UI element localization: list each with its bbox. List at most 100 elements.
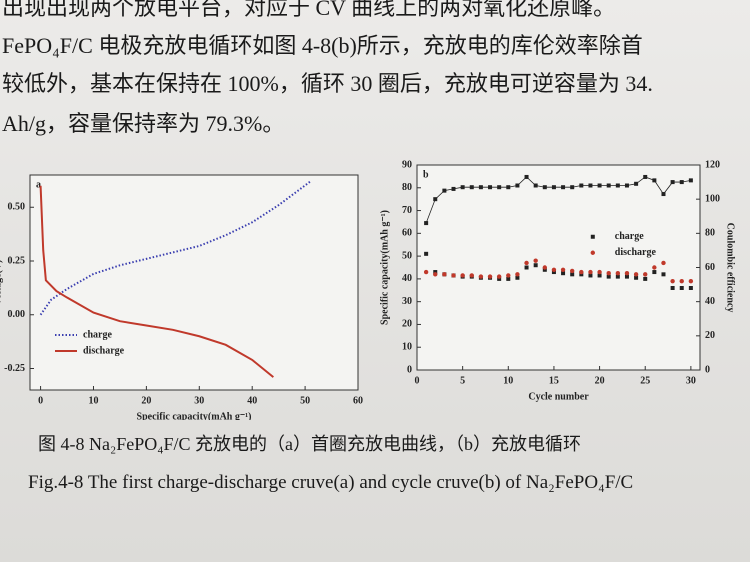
point <box>497 185 502 190</box>
point <box>570 272 575 277</box>
point <box>515 275 520 280</box>
point <box>688 278 694 284</box>
point <box>542 185 547 190</box>
point <box>542 265 548 270</box>
point <box>506 276 511 281</box>
point <box>424 221 429 226</box>
point <box>606 270 611 276</box>
point <box>615 274 620 279</box>
point <box>469 273 474 278</box>
point <box>634 275 639 280</box>
point <box>433 197 438 202</box>
point <box>688 286 693 290</box>
panel-label: b <box>423 169 429 180</box>
body-text: 出现出现两个放电平台，对应于 CV 曲线上的两对氧化还原峰。 <box>2 0 616 20</box>
point <box>570 185 575 190</box>
x-tick-label: 60 <box>353 395 363 406</box>
x-tick-label: 30 <box>686 375 696 386</box>
point <box>533 263 538 268</box>
y-tick-label: 30 <box>402 296 412 307</box>
y-tick-label: 80 <box>402 182 412 193</box>
y-tick-label: 60 <box>402 228 412 239</box>
point <box>588 269 593 275</box>
chart-b: 0 5 10 15 20 25 30 0 10 20 30 40 50 60 70 80 90 0 20 40 60 80… <box>379 159 736 402</box>
y-tick-label: 0.50 <box>8 202 26 213</box>
y-tick-label: 0 <box>407 364 412 375</box>
y-tick-label: 20 <box>402 319 412 330</box>
panel-label: a <box>36 179 41 190</box>
point <box>542 267 547 272</box>
x-axis-title: Specific capacity(mAh g⁻¹) <box>137 411 252 420</box>
x-tick-label: 0 <box>415 375 420 386</box>
legend-label: discharge <box>615 247 657 258</box>
y-tick-label: 70 <box>402 205 412 216</box>
point <box>615 270 621 276</box>
point <box>561 185 566 190</box>
legend-label: discharge <box>83 345 125 356</box>
x-tick-label: 30 <box>194 395 204 406</box>
point <box>588 183 593 188</box>
point <box>433 272 438 277</box>
point <box>624 183 629 188</box>
point <box>606 183 611 188</box>
point <box>497 276 502 281</box>
point <box>624 270 630 276</box>
point <box>670 180 675 185</box>
point <box>670 286 675 290</box>
plot-frame <box>416 164 701 371</box>
point <box>643 272 648 277</box>
point <box>515 183 520 188</box>
point <box>515 272 520 277</box>
point <box>524 260 529 266</box>
y2-tick-label: 60 <box>705 262 715 273</box>
point <box>442 188 447 193</box>
y2-tick-label: 40 <box>705 296 715 307</box>
point <box>615 183 620 188</box>
y-axis-title: Voltage(V) <box>0 260 3 306</box>
y2-tick-label: 20 <box>705 330 715 341</box>
point <box>433 270 438 275</box>
point <box>551 185 556 190</box>
y-tick-label: -0.25 <box>4 363 25 374</box>
chart-a: 0 10 20 30 40 50 60 -0.25 0.00 0.25 0.50 Specific c… <box>0 174 363 420</box>
point <box>588 273 593 278</box>
x-tick-label: 10 <box>503 375 513 386</box>
body-text: FePO₄F/C 电极充放电循环如图 4-8(b)所示，充放电的库伦效率除首 <box>2 33 643 58</box>
point <box>661 192 666 197</box>
point <box>579 183 584 188</box>
point <box>597 273 602 278</box>
x-tick-label: 0 <box>38 395 43 406</box>
point <box>424 251 429 256</box>
legend-label: charge <box>83 329 112 340</box>
point <box>634 181 639 186</box>
point <box>579 269 584 275</box>
point <box>423 269 429 275</box>
plot-frame <box>29 174 359 391</box>
y-tick-label: 0.25 <box>8 255 26 266</box>
point <box>661 260 666 266</box>
x-tick-label: 20 <box>595 375 605 386</box>
y2-tick-label: 80 <box>705 228 715 239</box>
x-tick-label: 25 <box>640 375 650 386</box>
caption-en: Fig.4-8 The first charge-discharge cruve… <box>28 472 634 493</box>
x-tick-label: 10 <box>88 395 98 406</box>
point <box>624 274 629 279</box>
point <box>569 268 575 274</box>
point <box>652 178 657 183</box>
point <box>679 278 684 284</box>
point <box>524 265 529 270</box>
point <box>469 185 474 190</box>
point <box>551 267 557 272</box>
point <box>506 273 511 278</box>
point <box>643 276 648 281</box>
caption-zh: 图 4-8 Na₂FePO₄F/C 充放电的（a）首圈充放电曲线，（b）充放电循… <box>38 434 582 454</box>
point <box>679 286 684 290</box>
point <box>606 274 611 279</box>
body-text: Ah/g，容量保持率为 79.3%。 <box>2 111 285 136</box>
y2-axis-title: Coulombic efficiency <box>725 223 736 313</box>
point <box>487 274 493 279</box>
point <box>551 270 556 275</box>
point <box>679 180 684 185</box>
y-tick-label: 10 <box>402 342 412 353</box>
